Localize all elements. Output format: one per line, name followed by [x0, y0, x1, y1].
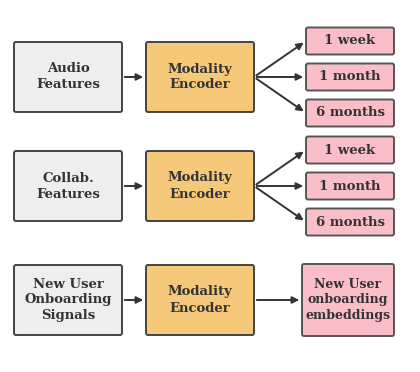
FancyBboxPatch shape [302, 264, 394, 336]
Text: Collab.
Features: Collab. Features [36, 171, 100, 201]
FancyBboxPatch shape [306, 99, 394, 126]
FancyBboxPatch shape [306, 173, 394, 199]
Text: 6 months: 6 months [315, 215, 384, 228]
Text: Modality
Encoder: Modality Encoder [168, 171, 232, 201]
FancyBboxPatch shape [306, 208, 394, 235]
FancyBboxPatch shape [306, 137, 394, 164]
Text: New User
onboarding
embeddings: New User onboarding embeddings [305, 278, 391, 323]
Text: 1 month: 1 month [319, 180, 381, 192]
Text: New User
Onboarding
Signals: New User Onboarding Signals [24, 278, 112, 323]
Text: 1 week: 1 week [324, 144, 375, 157]
Text: Audio
Features: Audio Features [36, 62, 100, 92]
FancyBboxPatch shape [146, 42, 254, 112]
FancyBboxPatch shape [146, 265, 254, 335]
FancyBboxPatch shape [14, 42, 122, 112]
Text: 6 months: 6 months [315, 106, 384, 119]
FancyBboxPatch shape [306, 64, 394, 90]
FancyBboxPatch shape [146, 151, 254, 221]
Text: Modality
Encoder: Modality Encoder [168, 285, 232, 314]
FancyBboxPatch shape [306, 28, 394, 55]
FancyBboxPatch shape [14, 265, 122, 335]
FancyBboxPatch shape [14, 151, 122, 221]
Text: Modality
Encoder: Modality Encoder [168, 62, 232, 92]
Text: 1 month: 1 month [319, 71, 381, 83]
Text: 1 week: 1 week [324, 35, 375, 48]
